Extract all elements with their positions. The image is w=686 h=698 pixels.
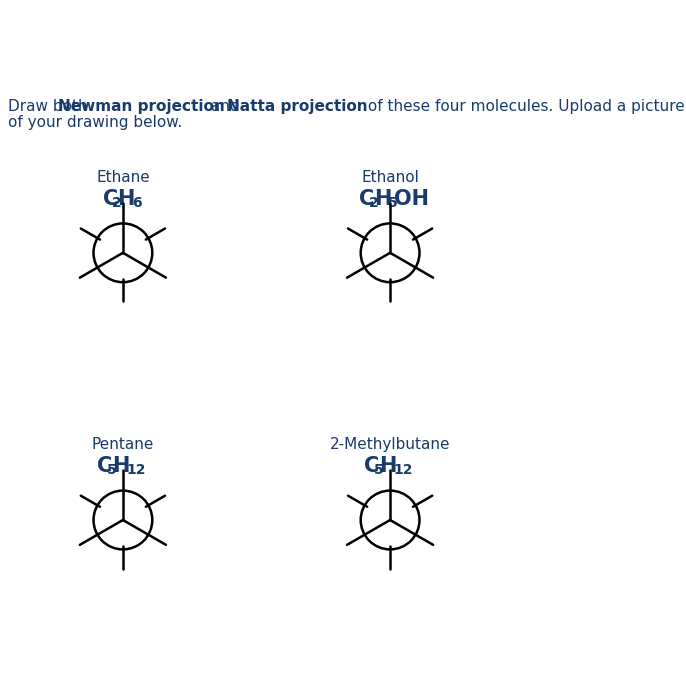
Text: 2-Methylbutane: 2-Methylbutane	[330, 437, 450, 452]
Text: Ethanol: Ethanol	[361, 170, 419, 185]
Text: of your drawing below.: of your drawing below.	[8, 115, 182, 130]
Text: OH: OH	[394, 188, 429, 209]
Text: 2: 2	[113, 195, 122, 209]
Text: H: H	[374, 188, 392, 209]
Text: H: H	[117, 188, 135, 209]
Text: Draw both: Draw both	[8, 99, 93, 114]
Text: C: C	[364, 456, 379, 476]
Text: H: H	[379, 456, 397, 476]
Text: 2: 2	[368, 195, 379, 209]
Text: Newman projection: Newman projection	[58, 99, 224, 114]
Text: Natta projection: Natta projection	[227, 99, 368, 114]
Text: of these four molecules. Upload a picture: of these four molecules. Upload a pictur…	[364, 99, 685, 114]
Text: 6: 6	[132, 195, 141, 209]
Text: C: C	[103, 188, 118, 209]
Text: and: and	[206, 99, 244, 114]
Text: 5: 5	[388, 195, 398, 209]
Text: C: C	[359, 188, 375, 209]
Text: Pentane: Pentane	[92, 437, 154, 452]
Text: 12: 12	[393, 463, 413, 477]
Text: 12: 12	[126, 463, 145, 477]
Text: C: C	[97, 456, 113, 476]
Text: H: H	[113, 456, 130, 476]
Text: 5: 5	[374, 463, 383, 477]
Text: 5: 5	[107, 463, 117, 477]
Text: Ethane: Ethane	[96, 170, 150, 185]
